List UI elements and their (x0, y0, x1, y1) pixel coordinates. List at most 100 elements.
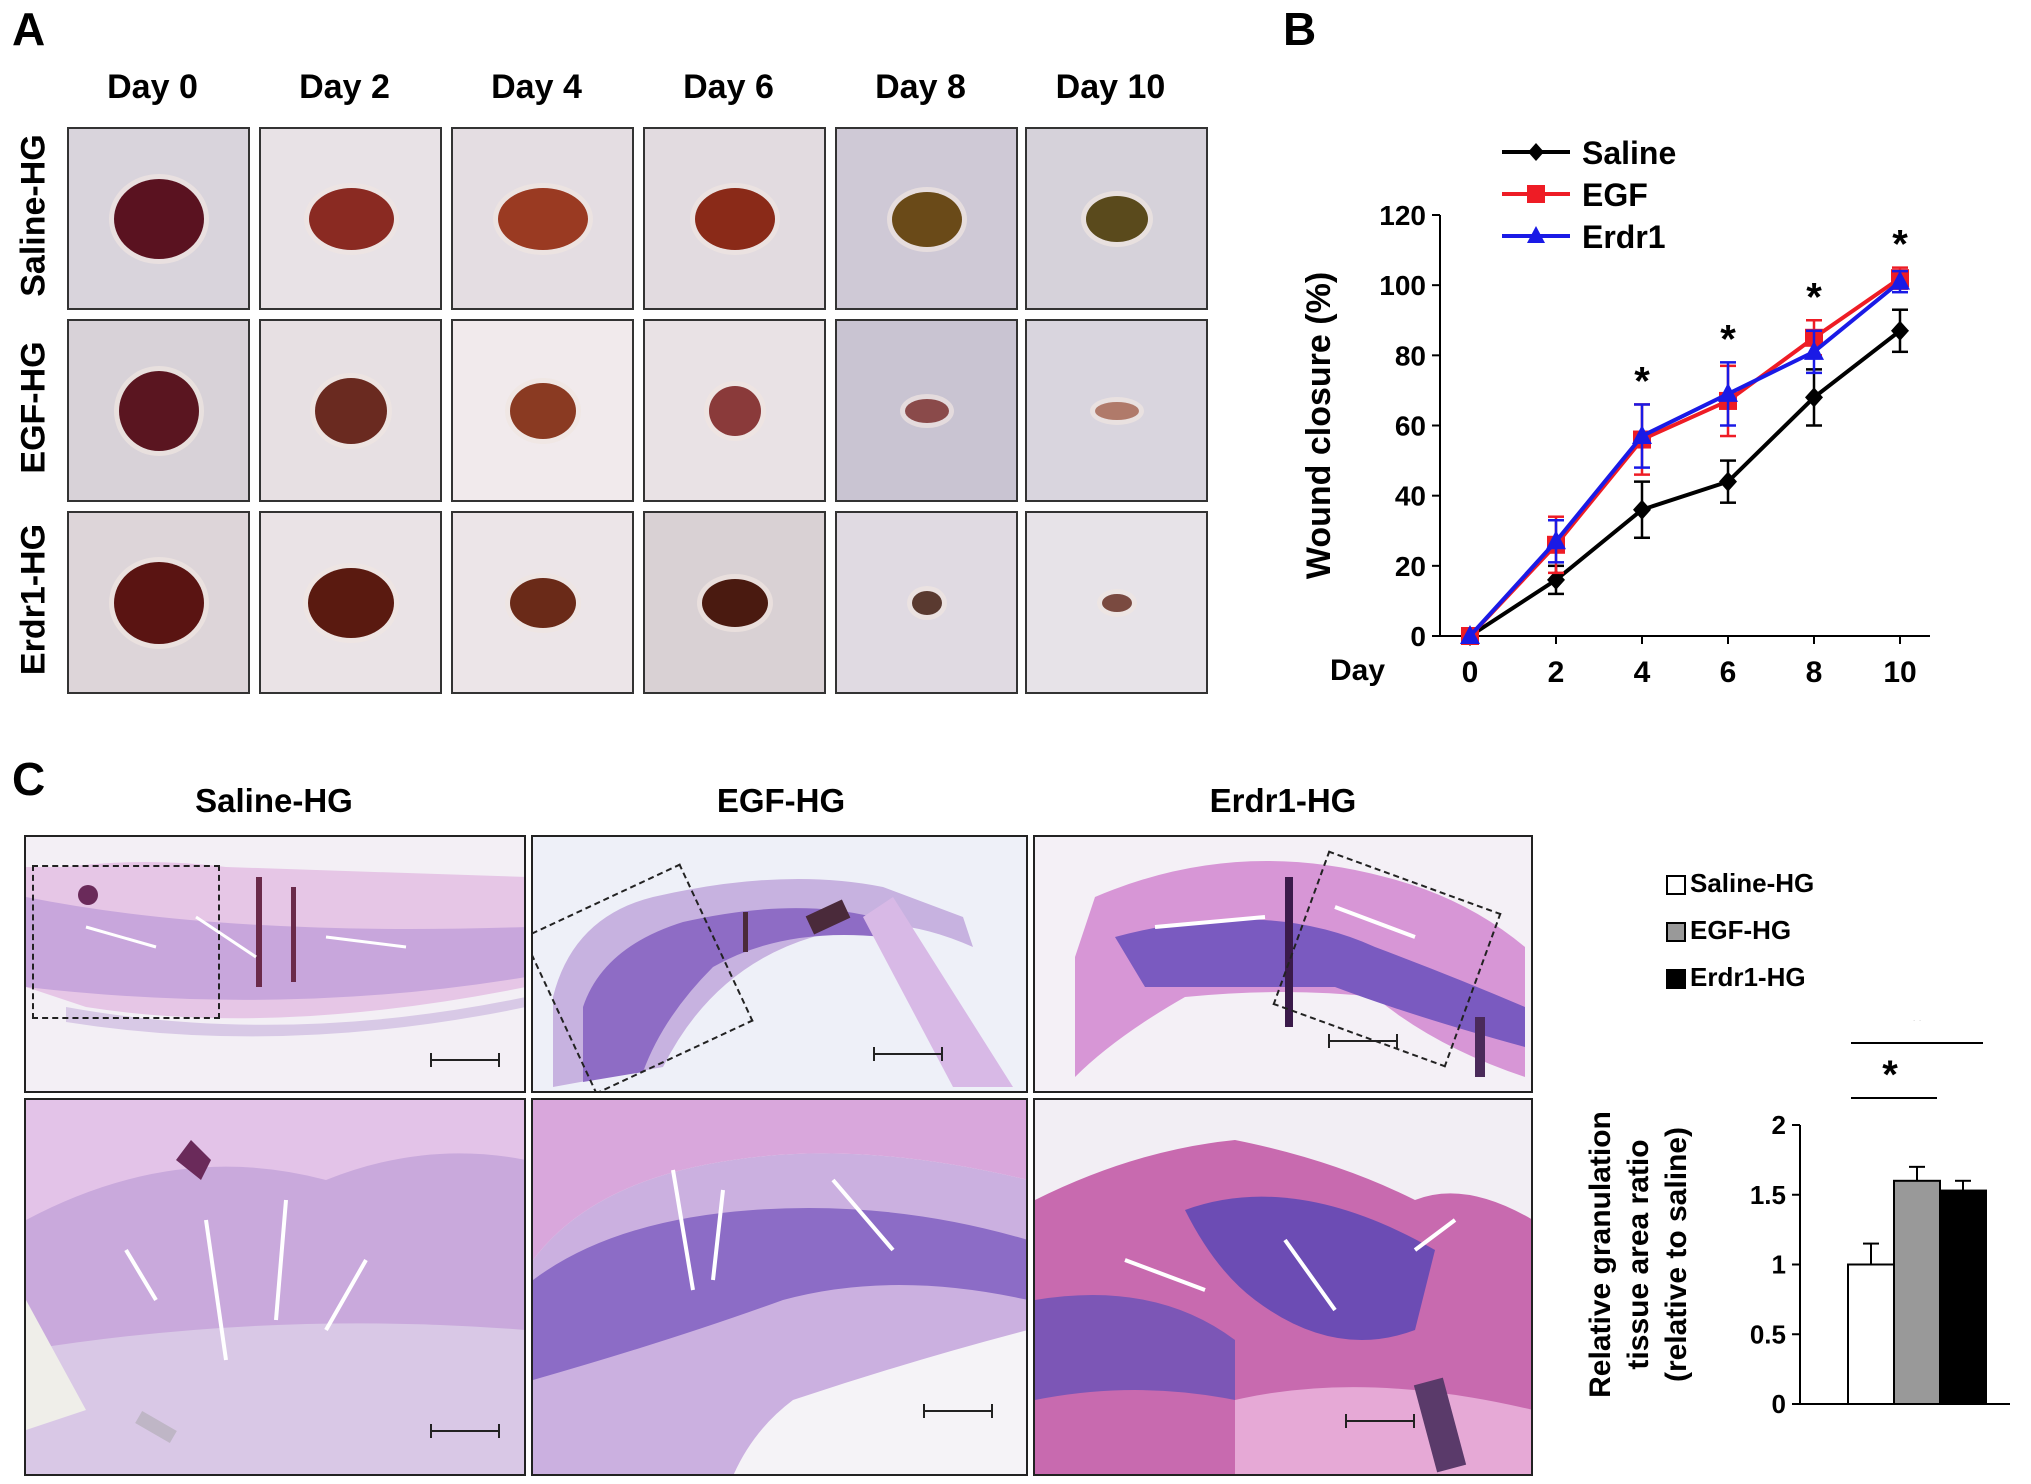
wound-photo (67, 511, 250, 694)
wound-area (119, 371, 199, 451)
y-tick-label: 1.5 (1750, 1180, 1786, 1210)
y-tick-label: 0 (1410, 621, 1426, 652)
legend-marker (1527, 185, 1545, 203)
wound-area (510, 578, 576, 628)
wound-closure-line-chart: Saline EGF Erdr1 0 20 40 60 80 100 120 0 2 4 6 8 10 Day… (1300, 135, 1930, 689)
day-header: Day 4 (491, 68, 582, 106)
histology-image-low-egf (531, 835, 1028, 1093)
legend-label: EGF (1582, 177, 1648, 213)
wound-area (510, 383, 576, 439)
y-tick-label: 0 (1772, 1389, 1786, 1419)
wound-photo (835, 127, 1018, 310)
wound-photo (451, 127, 634, 310)
panel-c-label: C (12, 753, 46, 805)
x-axis-label: Day (1330, 654, 1385, 687)
wound-photo (835, 319, 1018, 502)
data-point (1805, 387, 1823, 408)
legend-swatch (1666, 969, 1686, 990)
legend-swatch (1666, 922, 1686, 943)
significance-star: * (1882, 1053, 1898, 1097)
data-point (1891, 320, 1909, 341)
significance-star: * (1892, 223, 1908, 267)
wound-photo (835, 511, 1018, 694)
legend-marker (1528, 143, 1544, 161)
wound-photo (1025, 127, 1208, 310)
histology-title: Erdr1-HG (1209, 782, 1357, 819)
wound-area (709, 386, 761, 436)
wound-area (308, 568, 394, 638)
wound-photo (67, 319, 250, 502)
x-tick-label: 4 (1634, 656, 1651, 689)
wound-photo (451, 319, 634, 502)
y-axis-label: Wound closure (%) (1300, 272, 1338, 579)
data-point (1719, 471, 1737, 492)
legend-marker (1527, 226, 1545, 243)
data-point (1546, 530, 1566, 550)
significance-star: * (1909, 1020, 1925, 1042)
wound-photo (67, 127, 250, 310)
y-tick-label: 100 (1379, 270, 1426, 301)
granulation-bar-chart: 0 0.5 1 1.5 2 Relative granulation tissue area… (1584, 1020, 2010, 1419)
day-header: Day 8 (875, 68, 966, 106)
bar-saline-hg (1847, 1263, 1895, 1405)
significance-star: * (1720, 317, 1736, 361)
y-tick-label: 1 (1772, 1250, 1786, 1280)
wound-area (498, 188, 588, 250)
zoom-region-box (32, 865, 220, 1019)
x-tick-label: 2 (1548, 656, 1565, 689)
histology-image-high-saline (24, 1098, 526, 1476)
row-label: Erdr1-HG (14, 523, 53, 676)
legend-swatch (1666, 875, 1686, 896)
wound-photo (643, 319, 826, 502)
y-tick-label: 80 (1395, 340, 1426, 371)
bar-egf-hg (1893, 1179, 1941, 1405)
data-point (1633, 499, 1651, 520)
x-tick-label: 0 (1462, 656, 1479, 689)
scale-bar (430, 1424, 500, 1438)
legend-label: Erdr1-HG (1690, 962, 1806, 992)
scale-bar (923, 1404, 993, 1418)
row-label: Saline-HG (14, 134, 53, 297)
y-tick-label: 40 (1395, 481, 1426, 512)
wound-photo (643, 127, 826, 310)
row-label: EGF-HG (14, 341, 53, 474)
legend-item-egf-hg: EGF-HG (1666, 915, 1791, 946)
wound-area (315, 378, 387, 444)
wound-area (1095, 402, 1139, 420)
wound-photo (1025, 319, 1208, 502)
wound-photo (259, 127, 442, 310)
wound-area (1102, 594, 1132, 612)
wound-area (912, 591, 942, 615)
series-line-saline (1468, 329, 1902, 638)
scale-bar (430, 1053, 500, 1067)
panel-a-label: A (12, 3, 46, 55)
wound-area (114, 562, 204, 644)
legend-label: Saline-HG (1690, 868, 1815, 898)
x-tick-label: 6 (1720, 656, 1737, 689)
scale-bar (873, 1047, 943, 1061)
series-line-erdr1 (1468, 280, 1902, 638)
legend-label: EGF-HG (1690, 915, 1792, 945)
wound-photo (1025, 511, 1208, 694)
day-header: Day 6 (683, 68, 774, 106)
data-point (1547, 569, 1565, 590)
day-header: Day 10 (1055, 68, 1166, 106)
scale-bar (1345, 1414, 1415, 1428)
legend-label: Saline (1582, 135, 1676, 171)
y-tick-label: 60 (1395, 411, 1426, 442)
panel-b-label: B (1283, 3, 1317, 55)
legend-label: Erdr1 (1582, 219, 1666, 255)
data-point (1718, 382, 1738, 402)
y-axis-label: Relative granulation (1584, 1111, 1617, 1398)
data-point (1890, 270, 1910, 290)
wound-area (905, 399, 949, 423)
day-header: Day 0 (107, 68, 198, 106)
histology-image-high-egf (531, 1098, 1028, 1476)
scale-bar (1328, 1034, 1398, 1048)
legend-item-saline-hg: Saline-HG (1666, 868, 1814, 899)
histology-title: EGF-HG (716, 782, 846, 819)
histology-image-low-erdr1 (1033, 835, 1533, 1093)
x-tick-label: 8 (1806, 656, 1823, 689)
day-header: Day 2 (299, 68, 390, 106)
data-point (1632, 425, 1652, 445)
